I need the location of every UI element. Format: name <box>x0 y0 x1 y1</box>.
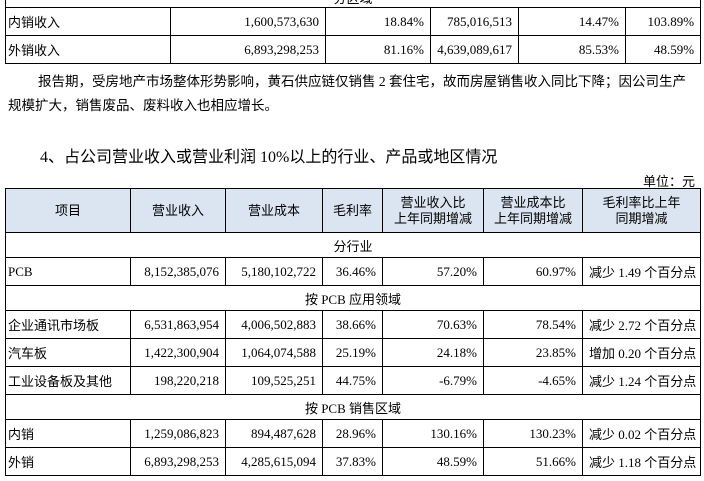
cell-value: 14.47% <box>518 7 626 36</box>
cell-value: 60.97% <box>483 257 583 286</box>
table-row: 工业设备板及其他 198,220,218 109,525,251 44.75% -6.7… <box>5 366 701 395</box>
unit-label: 单位：元 <box>642 174 695 189</box>
header-line: 营业收入比 <box>400 194 466 210</box>
cell-value: 减少 2.72 个百分点 <box>582 310 701 339</box>
table-row: PCB 8,152,385,076 5,180,102,722 36.46% 57.20… <box>5 257 701 286</box>
cell-value: 4,006,502,883 <box>225 310 323 339</box>
group-title: 按 PCB 应用领域 <box>5 285 701 311</box>
cell-value: 8,152,385,076 <box>130 257 226 286</box>
cell-value: 4,285,615,094 <box>225 447 323 476</box>
column-header: 项目 <box>5 188 131 233</box>
row-label: 内销 <box>5 419 131 448</box>
region-table: 分区域内销收入1,600,573,63018.84%785,016,51314.… <box>4 0 702 64</box>
column-header: 营业收入 <box>130 188 226 233</box>
cell-value: 785,016,513 <box>430 7 519 36</box>
cell-value: 70.63% <box>382 310 484 339</box>
row-label: 工业设备板及其他 <box>5 366 131 395</box>
header-line: 营业成本 <box>247 202 300 218</box>
cell-value: 18.84% <box>325 7 431 36</box>
cell-value: 6,893,298,253 <box>130 447 226 476</box>
header-line: 毛利率 <box>332 202 372 218</box>
section-row: 分区域 <box>4 0 702 8</box>
header-line: 上年同期增减 <box>393 210 472 226</box>
cell-value: 36.46% <box>322 257 383 286</box>
table-row: 外销 6,893,298,253 4,285,615,094 37.83% 48.59%… <box>5 447 701 476</box>
cell-value: 减少 0.02 个百分点 <box>582 419 701 448</box>
cell-value: 6,531,863,954 <box>130 310 226 339</box>
header-line: 上年同期增减 <box>493 210 572 226</box>
group-title: 分行业 <box>5 232 701 258</box>
cell-value: 103.89% <box>624 7 702 36</box>
row-label: 外销 <box>5 447 131 476</box>
cell-value: 1,064,074,588 <box>225 338 323 367</box>
cell-value: 85.53% <box>518 35 626 64</box>
cell-value: 109,525,251 <box>225 366 323 395</box>
cell-value: 减少 1.18 个百分点 <box>582 447 701 476</box>
header-line: 同期增减 <box>615 210 668 226</box>
cell-value: 51.66% <box>483 447 583 476</box>
group-row: 按 PCB 应用领域 <box>5 285 701 311</box>
cell-value: 23.85% <box>483 338 583 367</box>
cell-value: 130.16% <box>382 419 484 448</box>
row-label: PCB <box>5 257 131 286</box>
table-row: 内销收入 1,600,573,630 18.84% 785,016,513 14.47%… <box>5 7 702 36</box>
header-line: 项目 <box>54 202 81 218</box>
cell-value: -6.79% <box>382 366 484 395</box>
cell-value: 6,893,298,253 <box>170 35 326 64</box>
header-row: 项目 营业收入 营业成本 毛利率 营业收入比 上年同期增减 营业成本比 上年同期增减 毛利率比上… <box>5 188 701 233</box>
section-heading: 4、占公司营业收入或营业利润 10%以上的行业、产品或地区情况 <box>40 149 498 166</box>
section-title: 分区域 <box>4 0 702 8</box>
cell-value: 37.83% <box>322 447 383 476</box>
cell-value: 198,220,218 <box>130 366 226 395</box>
header-line: 营业收入 <box>151 202 204 218</box>
header-line: 营业成本比 <box>500 194 566 210</box>
cell-value: -4.65% <box>483 366 583 395</box>
table-row: 汽车板 1,422,300,904 1,064,074,588 25.19% 24.18… <box>5 338 701 367</box>
cell-value: 1,600,573,630 <box>170 7 326 36</box>
column-header: 营业成本 <box>225 188 323 233</box>
row-label: 汽车板 <box>5 338 131 367</box>
cell-value: 1,422,300,904 <box>130 338 226 367</box>
segment-table: 项目 营业收入 营业成本 毛利率 营业收入比 上年同期增减 营业成本比 上年同期增减 毛利率比上… <box>5 188 701 476</box>
row-label: 外销收入 <box>5 35 171 64</box>
paragraph: 报告期，受房地产市场整体形势影响，黄石供应链仅销售 2 套住宅，故而房屋销售收入… <box>8 74 686 113</box>
cell-value: 4,639,089,617 <box>430 35 519 64</box>
cell-value: 78.54% <box>483 310 583 339</box>
cell-value: 130.23% <box>483 419 583 448</box>
cell-value: 减少 1.24 个百分点 <box>582 366 701 395</box>
cell-value: 44.75% <box>322 366 383 395</box>
cell-value: 48.59% <box>624 35 702 64</box>
table-row: 企业通讯市场板 6,531,863,954 4,006,502,883 38.66% 7… <box>5 310 701 339</box>
cell-value: 5,180,102,722 <box>225 257 323 286</box>
cell-value: 38.66% <box>322 310 383 339</box>
column-header: 毛利率比上年 同期增减 <box>582 188 701 233</box>
row-label: 企业通讯市场板 <box>5 310 131 339</box>
cell-value: 25.19% <box>322 338 383 367</box>
group-row: 按 PCB 销售区域 <box>5 394 701 420</box>
cell-value: 28.96% <box>322 419 383 448</box>
group-title: 按 PCB 销售区域 <box>5 394 701 420</box>
cell-value: 24.18% <box>382 338 484 367</box>
column-header: 营业成本比 上年同期增减 <box>483 188 583 233</box>
row-label: 内销收入 <box>5 7 171 36</box>
group-row: 分行业 <box>5 232 701 258</box>
header-line: 毛利率比上年 <box>602 194 681 210</box>
table-row: 外销收入 6,893,298,253 81.16% 4,639,089,617 85.5… <box>5 35 702 64</box>
cell-value: 894,487,628 <box>225 419 323 448</box>
cell-value: 81.16% <box>325 35 431 64</box>
cell-value: 48.59% <box>382 447 484 476</box>
column-header: 毛利率 <box>322 188 383 233</box>
cell-value: 增加 0.20 个百分点 <box>582 338 701 367</box>
cell-value: 57.20% <box>382 257 484 286</box>
column-header: 营业收入比 上年同期增减 <box>382 188 484 233</box>
table-row: 内销 1,259,086,823 894,487,628 28.96% 130.16% 1… <box>5 419 701 448</box>
cell-value: 1,259,086,823 <box>130 419 226 448</box>
cell-value: 减少 1.49 个百分点 <box>582 257 701 286</box>
